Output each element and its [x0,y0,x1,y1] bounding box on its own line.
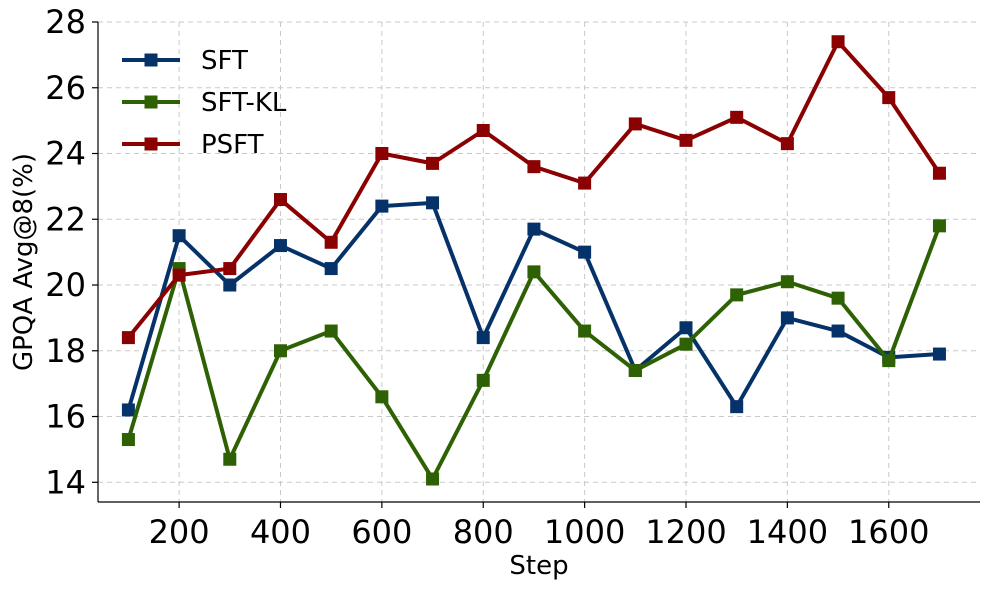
y-tick-label: 18 [45,332,86,370]
grid [98,21,980,502]
data-point [273,239,287,253]
data-point [780,311,794,325]
data-point [273,344,287,358]
data-point [882,354,896,368]
data-point [121,331,135,345]
data-point [932,219,946,233]
data-point [476,123,490,137]
data-point [679,133,693,147]
x-axis-title: Step [509,551,568,581]
x-tick-label: 800 [453,513,514,551]
x-tick-label: 400 [250,513,311,551]
data-point [527,265,541,279]
data-point [578,176,592,190]
x-tick-label: 600 [351,513,412,551]
data-point [730,288,744,302]
data-point [375,390,389,404]
data-point [375,147,389,161]
y-axis-title: GPQA Avg@8(%) [9,153,39,371]
series-sft-kl [121,219,946,486]
y-tick-label: 24 [45,135,86,173]
y-tick-label: 22 [45,200,86,238]
data-point [628,117,642,131]
data-point [476,373,490,387]
data-point [730,400,744,414]
data-point [426,196,440,210]
data-point [578,324,592,338]
data-point [172,229,186,243]
x-tick-label: 1600 [848,513,929,551]
data-point [223,278,237,292]
data-point [172,268,186,282]
data-point [476,331,490,345]
data-point [882,91,896,105]
data-point [831,291,845,305]
x-tick-label: 200 [149,513,210,551]
data-point [679,321,693,335]
legend-item-sft: SFT [122,46,248,76]
data-point [324,324,338,338]
data-point [121,433,135,447]
y-tick-label: 14 [45,463,86,501]
legend: SFT SFT-KL PSFT [122,46,287,160]
axes: 200 400 600 800 1000 1200 1400 1600 14 16 18 20 22 24… [45,3,980,551]
legend-label: SFT-KL [201,88,287,118]
y-tick-label: 28 [45,3,86,41]
legend-swatch-marker [144,137,158,151]
legend-label: PSFT [201,130,264,160]
data-point [780,275,794,289]
data-point [426,156,440,170]
data-point [831,324,845,338]
data-point [628,363,642,377]
x-tick-label: 1400 [747,513,828,551]
data-point [223,262,237,276]
data-point [223,452,237,466]
series-line [126,225,942,481]
data-point [932,166,946,180]
data-point [831,35,845,49]
data-point [780,137,794,151]
x-tick-label: 1000 [544,513,625,551]
series-psft [121,35,946,345]
y-tick-label: 16 [45,398,86,436]
data-point [375,199,389,213]
series-sft [121,196,946,417]
data-point [932,347,946,361]
data-point [527,160,541,174]
data-point [578,245,592,259]
data-point [324,235,338,249]
data-point [679,337,693,351]
y-tick-label: 20 [45,266,86,304]
legend-item-sft-kl: SFT-KL [122,88,287,118]
legend-item-psft: PSFT [122,130,264,160]
data-point [324,262,338,276]
legend-swatch-marker [144,53,158,67]
legend-swatch-marker [144,95,158,109]
data-point [730,110,744,124]
legend-label: SFT [201,46,248,76]
x-tick-label: 1200 [645,513,726,551]
y-tick-label: 26 [45,69,86,107]
data-point [426,472,440,486]
series-lines [121,35,946,486]
data-point [121,403,135,417]
data-point [273,193,287,207]
data-point [527,222,541,236]
